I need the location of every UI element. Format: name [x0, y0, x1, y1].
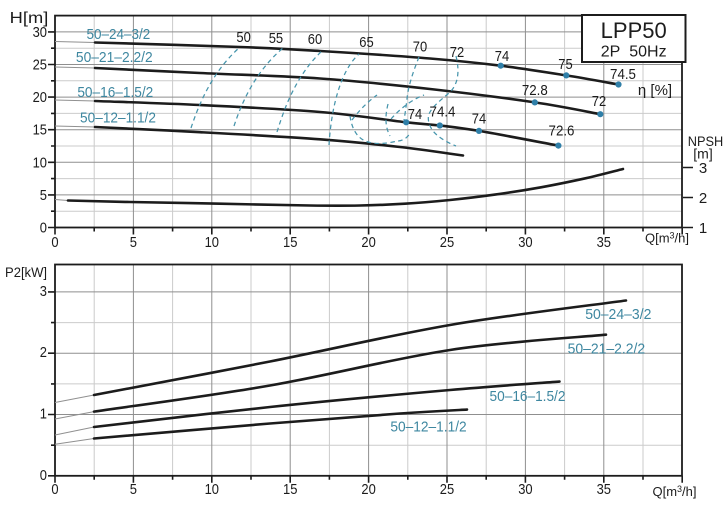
svg-text:72.6: 72.6	[549, 123, 575, 140]
svg-text:25: 25	[440, 234, 454, 251]
svg-text:3: 3	[699, 160, 707, 177]
svg-text:70: 70	[413, 39, 427, 56]
svg-text:NPSH: NPSH	[688, 133, 724, 149]
svg-text:50–16–1.5/2: 50–16–1.5/2	[77, 84, 153, 101]
svg-text:35: 35	[597, 481, 611, 498]
svg-text:30: 30	[518, 481, 532, 498]
svg-text:0: 0	[40, 467, 47, 484]
svg-text:5: 5	[130, 481, 137, 498]
svg-text:10: 10	[205, 481, 219, 498]
svg-text:2: 2	[40, 344, 47, 361]
svg-text:10: 10	[205, 234, 219, 251]
svg-text:30: 30	[33, 24, 47, 41]
svg-text:1: 1	[699, 220, 707, 237]
svg-text:74.4: 74.4	[430, 104, 456, 121]
svg-text:50–12–1.1/2: 50–12–1.1/2	[80, 109, 156, 126]
svg-text:1: 1	[40, 406, 47, 423]
svg-text:50–16–1.5/2: 50–16–1.5/2	[490, 388, 566, 405]
svg-text:20: 20	[361, 481, 375, 498]
svg-text:35: 35	[597, 234, 611, 251]
svg-text:75: 75	[558, 56, 572, 73]
svg-text:25: 25	[440, 481, 454, 498]
svg-text:20: 20	[361, 234, 375, 251]
svg-text:74: 74	[408, 106, 422, 123]
svg-text:65: 65	[359, 34, 373, 51]
svg-text:50–24–3/2: 50–24–3/2	[585, 306, 651, 323]
svg-text:72: 72	[592, 93, 606, 110]
svg-text:25: 25	[33, 57, 47, 74]
svg-text:15: 15	[33, 122, 47, 139]
svg-text:3: 3	[40, 283, 47, 300]
svg-text:2P 50Hz: 2P 50Hz	[601, 44, 667, 61]
svg-text:55: 55	[269, 30, 283, 47]
svg-text:10: 10	[33, 154, 47, 171]
svg-text:15: 15	[283, 234, 297, 251]
svg-text:50–21–2.2/2: 50–21–2.2/2	[568, 340, 646, 357]
svg-text:5: 5	[130, 234, 137, 251]
svg-text:74: 74	[495, 48, 509, 65]
svg-text:72.8: 72.8	[522, 82, 548, 99]
svg-text:0: 0	[40, 220, 47, 237]
svg-text:50–21–2.2/2: 50–21–2.2/2	[76, 49, 153, 66]
svg-text:74: 74	[472, 111, 486, 128]
svg-text:0: 0	[51, 481, 58, 498]
svg-text:50–24–3/2: 50–24–3/2	[87, 26, 151, 43]
svg-text:2: 2	[699, 190, 707, 207]
svg-text:η [%]: η [%]	[638, 82, 672, 99]
svg-text:15: 15	[283, 481, 297, 498]
svg-text:20: 20	[33, 89, 47, 106]
svg-text:[m]: [m]	[693, 146, 712, 162]
svg-text:72: 72	[450, 44, 464, 61]
svg-text:Q[m3/h]: Q[m3/h]	[645, 231, 689, 246]
svg-text:LPP50: LPP50	[601, 18, 667, 43]
svg-text:50–12–1.1/2: 50–12–1.1/2	[390, 419, 466, 436]
svg-text:30: 30	[518, 234, 532, 251]
svg-text:Q[m3/h]: Q[m3/h]	[652, 484, 696, 499]
svg-text:H[m]: H[m]	[10, 10, 49, 27]
svg-text:0: 0	[51, 234, 58, 251]
svg-text:60: 60	[308, 31, 322, 48]
svg-text:74.5: 74.5	[610, 66, 636, 83]
svg-text:5: 5	[40, 187, 47, 204]
svg-text:P2[kW]: P2[kW]	[5, 264, 47, 280]
svg-text:50: 50	[236, 29, 250, 46]
